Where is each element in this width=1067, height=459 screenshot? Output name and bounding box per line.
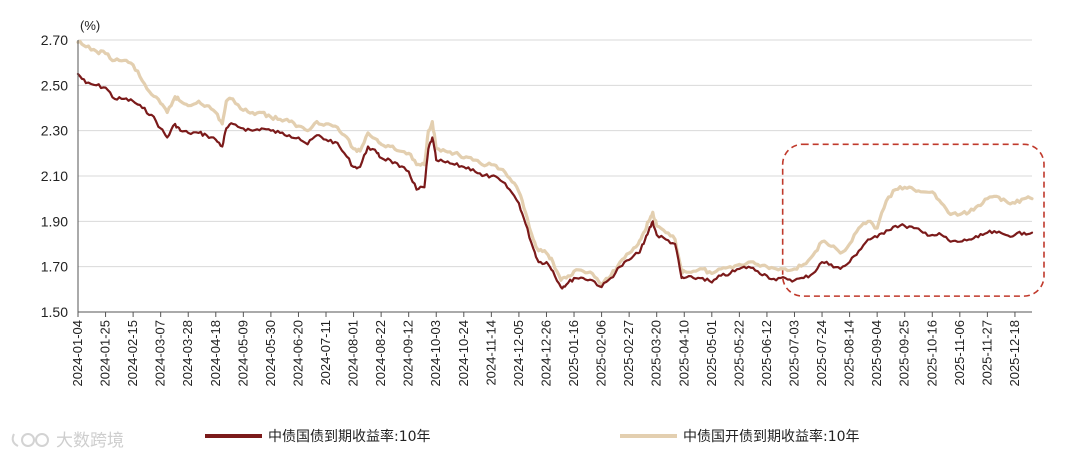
x-tick-label: 2025-11-06 bbox=[952, 320, 967, 386]
watermark-text: 大数跨境 bbox=[56, 431, 124, 451]
series-line-govt bbox=[76, 72, 1034, 290]
x-tick-label: 2025-10-16 bbox=[924, 320, 939, 387]
x-tick-label: 2024-03-07 bbox=[153, 320, 168, 387]
x-tick-label: 2025-08-14 bbox=[842, 320, 857, 387]
x-tick-label: 2025-02-06 bbox=[594, 320, 609, 387]
x-tick-labels: 2024-01-04 2024-01-25 2024-02-15 2024-03-07… bbox=[70, 320, 1022, 387]
x-tick-label: 2024-08-01 bbox=[346, 320, 361, 387]
logo-icon bbox=[11, 433, 49, 447]
x-tick-label: 2025-03-20 bbox=[649, 320, 664, 387]
x-tick-label: 2025-07-03 bbox=[786, 320, 801, 387]
x-tick-label: 2025-04-10 bbox=[676, 320, 691, 387]
watermark: 大数跨境 bbox=[11, 431, 124, 451]
x-tick-label: 2024-12-05 bbox=[511, 320, 526, 387]
x-tick-label: 2024-04-18 bbox=[208, 320, 223, 387]
x-tick-label: 2025-11-27 bbox=[979, 320, 994, 386]
legend-label-cdb: 中债国开债到期收益率:10年 bbox=[683, 428, 860, 445]
x-tick-label: 2024-01-04 bbox=[70, 320, 85, 387]
x-tick-label: 2025-06-12 bbox=[759, 320, 774, 387]
legend-item-govt: 中债国债到期收益率:10年 bbox=[205, 428, 431, 445]
y-tick-label: 1.90 bbox=[41, 213, 68, 229]
x-tick-label: 2025-09-25 bbox=[897, 320, 912, 387]
x-tick-label: 2025-01-16 bbox=[566, 320, 581, 387]
x-tick-label: 2024-10-03 bbox=[428, 320, 443, 387]
y-tick-label: 2.50 bbox=[41, 77, 68, 93]
x-tick-label: 2024-07-11 bbox=[318, 320, 333, 386]
legend-label-govt: 中债国债到期收益率:10年 bbox=[268, 428, 431, 445]
x-tick-label: 2024-11-14 bbox=[483, 320, 498, 386]
x-tick-label: 2024-05-09 bbox=[235, 320, 250, 387]
y-tick-label: 2.70 bbox=[41, 32, 68, 48]
y-tick-labels: 1.50 1.70 1.90 2.10 2.30 2.50 2.70 bbox=[41, 32, 68, 320]
y-unit-label: (%) bbox=[80, 18, 100, 33]
axes bbox=[77, 40, 1032, 317]
x-tick-label: 2024-03-28 bbox=[180, 320, 195, 387]
x-tick-label: 2024-06-20 bbox=[290, 320, 305, 387]
x-tick-label: 2025-09-04 bbox=[869, 320, 884, 387]
y-tick-label: 1.50 bbox=[41, 304, 68, 320]
x-tick-label: 2024-08-22 bbox=[373, 320, 388, 387]
legend: 中债国债到期收益率:10年 中债国开债到期收益率:10年 bbox=[205, 428, 860, 445]
x-tick-label: 2024-01-25 bbox=[98, 320, 113, 387]
x-tick-label: 2024-05-30 bbox=[263, 320, 278, 387]
x-tick-label: 2024-02-15 bbox=[125, 320, 140, 387]
x-tick-label: 2024-09-12 bbox=[401, 320, 416, 387]
gridlines bbox=[78, 39, 1032, 268]
legend-item-cdb: 中债国开债到期收益率:10年 bbox=[620, 428, 860, 445]
x-tick-label: 2025-02-27 bbox=[621, 320, 636, 387]
highlight-region bbox=[781, 143, 1045, 297]
highlight-box bbox=[781, 143, 1045, 297]
x-tick-label: 2025-07-24 bbox=[814, 320, 829, 387]
y-tick-label: 1.70 bbox=[41, 259, 68, 275]
x-tick-label: 2024-10-24 bbox=[456, 320, 471, 387]
y-tick-label: 2.30 bbox=[41, 123, 68, 139]
series-lines bbox=[76, 39, 1034, 290]
y-tick-label: 2.10 bbox=[41, 168, 68, 184]
x-tick-label: 2024-12-26 bbox=[538, 320, 553, 387]
x-tick-label: 2025-05-22 bbox=[731, 320, 746, 387]
x-tick-label: 2025-05-01 bbox=[704, 320, 719, 387]
series-line-cdb bbox=[76, 39, 1034, 287]
x-tick-label: 2025-12-18 bbox=[1007, 320, 1022, 387]
